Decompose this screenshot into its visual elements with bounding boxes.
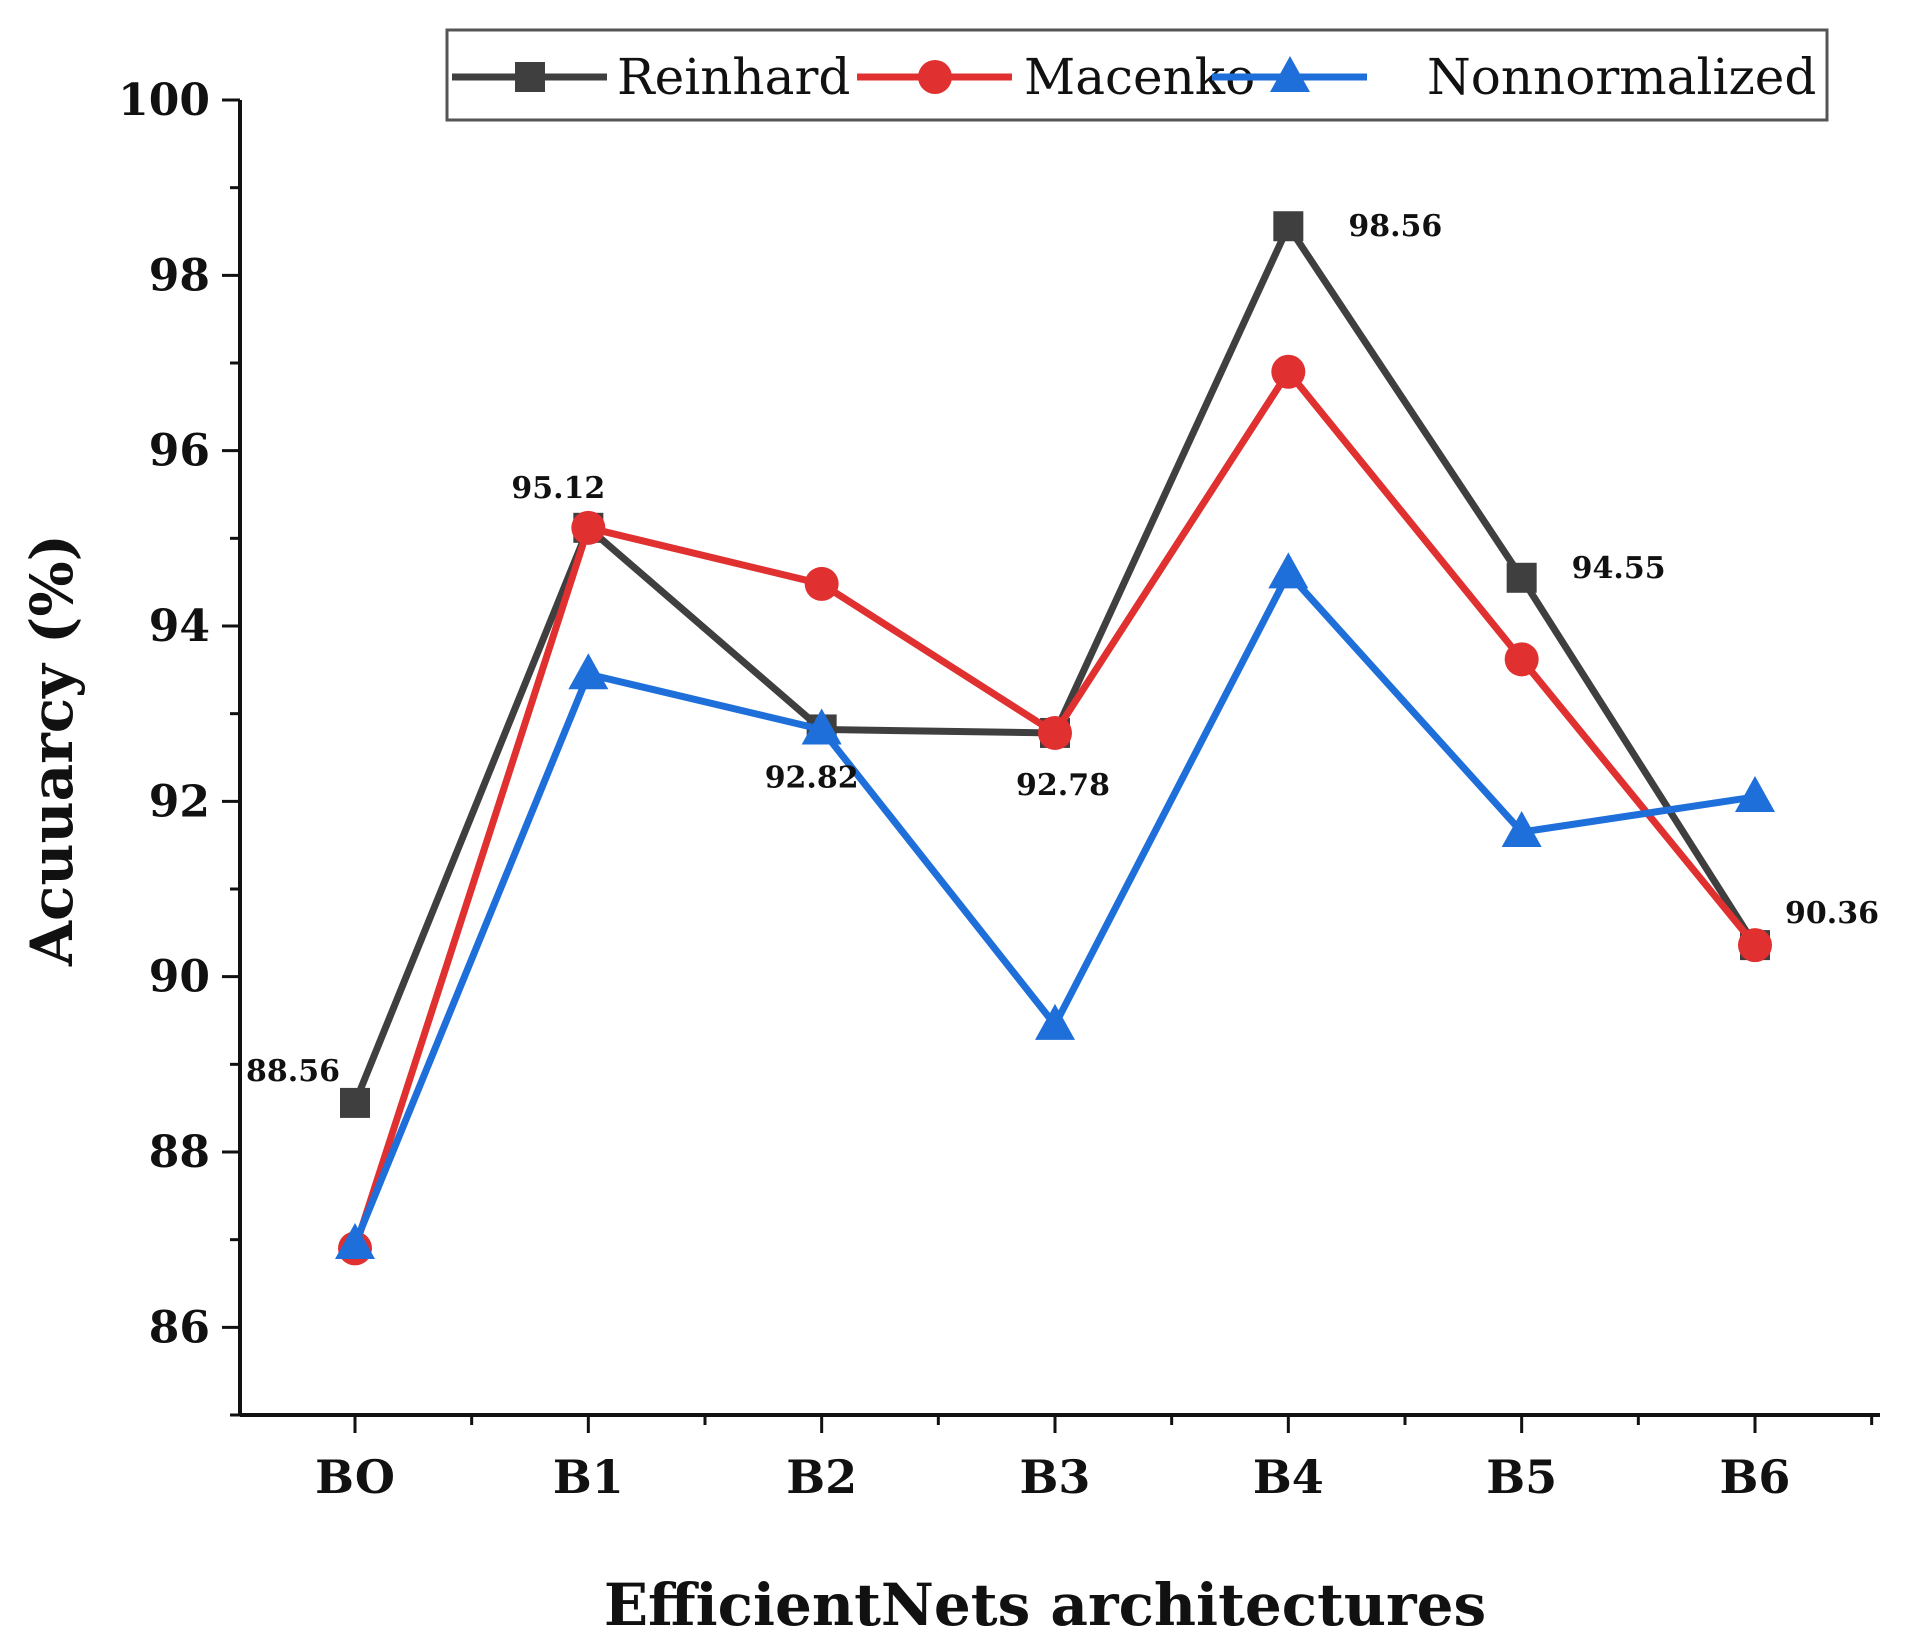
data-point-nonnormalized — [801, 708, 842, 745]
data-point-macenko — [804, 566, 839, 601]
x-axis-ticks: BO B1 B2 B3 B4 B5 B6 — [315, 1415, 1874, 1504]
data-point-macenko — [1271, 354, 1306, 389]
y-tick-label: 90 — [149, 952, 210, 1003]
data-label: 94.55 — [1572, 551, 1666, 586]
data-label: 88.56 — [246, 1054, 340, 1089]
series-nonnormalized — [335, 552, 1775, 1260]
data-point-nonnormalized — [568, 653, 609, 690]
data-point-macenko — [1738, 928, 1772, 963]
x-tick-label: B6 — [1720, 1450, 1791, 1504]
series-layer — [335, 211, 1775, 1266]
legend-marker-macenko — [918, 60, 952, 94]
legend-label-nonnormalized: Nonnormalized — [1427, 48, 1816, 106]
x-tick-label: B4 — [1253, 1450, 1324, 1504]
data-labels: 88.56 95.12 92.82 92.78 98.56 94.55 90.36 — [246, 209, 1879, 1089]
y-tick-label: 86 — [149, 1302, 210, 1353]
legend-marker-reinhard — [515, 62, 545, 92]
data-point-nonnormalized — [1501, 811, 1542, 848]
legend-box — [445, 28, 1829, 122]
data-point-macenko — [1038, 715, 1072, 750]
series-reinhard — [340, 211, 1770, 1118]
series-line-nonnormalized — [351, 567, 1756, 1246]
data-label: 92.82 — [765, 760, 859, 795]
y-axis-ticks: 86 88 90 92 94 96 98 100 — [118, 75, 240, 1417]
x-axis-title: EfficientNets architectures — [604, 1571, 1486, 1639]
data-point-reinhard — [1273, 211, 1304, 242]
legend: Reinhard Macenko Nonnormalized — [445, 28, 1829, 122]
series-line-reinhard — [351, 219, 1758, 1105]
data-label: 92.78 — [1016, 768, 1110, 803]
data-point-nonnormalized — [1035, 1003, 1075, 1040]
legend-marker-nonnormalized — [1270, 56, 1310, 92]
y-tick-label: 88 — [149, 1127, 210, 1178]
legend-item-reinhard: Reinhard — [452, 48, 850, 106]
data-label: 95.12 — [511, 471, 605, 506]
data-label: 98.56 — [1348, 209, 1442, 244]
y-axis-title: Acuuarcy (%) — [18, 534, 86, 967]
data-label: 90.36 — [1785, 896, 1879, 931]
data-point-reinhard — [340, 1087, 370, 1118]
data-point-macenko — [571, 510, 606, 545]
legend-item-nonnormalized: Nonnormalized — [1212, 48, 1816, 106]
x-tick-label: BO — [315, 1450, 395, 1504]
data-point-nonnormalized — [335, 1223, 375, 1260]
y-tick-label: 98 — [149, 250, 210, 301]
x-tick-label: B3 — [1020, 1450, 1091, 1504]
data-point-reinhard — [1506, 562, 1537, 593]
x-tick-label: B5 — [1486, 1450, 1557, 1504]
x-tick-label: B1 — [553, 1450, 624, 1504]
data-point-nonnormalized — [1268, 552, 1309, 589]
y-tick-label: 96 — [149, 426, 210, 477]
data-point-nonnormalized — [1735, 775, 1775, 812]
y-tick-label: 100 — [118, 75, 210, 126]
axes — [238, 100, 1880, 1417]
y-tick-label: 92 — [149, 776, 210, 827]
legend-label-reinhard: Reinhard — [617, 48, 850, 106]
x-tick-label: B2 — [786, 1450, 857, 1504]
data-point-macenko — [1504, 642, 1539, 677]
y-tick-label: 94 — [149, 601, 210, 652]
